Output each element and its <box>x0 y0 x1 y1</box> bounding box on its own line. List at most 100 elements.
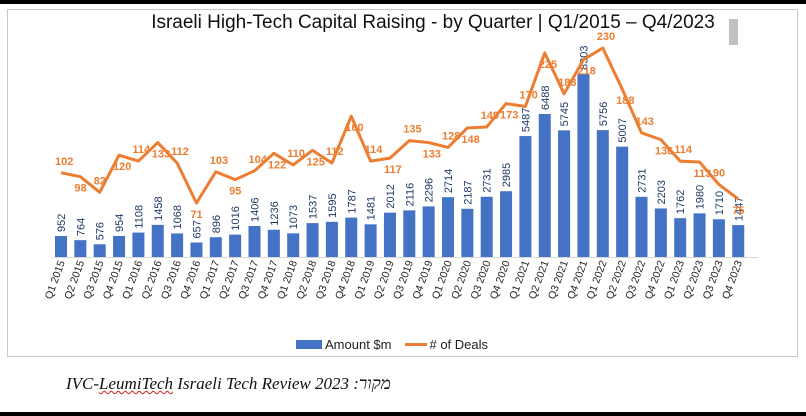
bar-data-label: 6488 <box>540 86 552 110</box>
deals-data-label: 125 <box>307 156 325 168</box>
bar-data-label: 2731 <box>637 168 649 192</box>
bar-amount <box>74 240 87 257</box>
bar-data-label: 657 <box>191 220 203 238</box>
bar-data-label: 1787 <box>346 189 358 213</box>
bar-amount <box>596 130 609 257</box>
bar-data-label: 1762 <box>675 190 687 214</box>
bar-amount <box>55 236 67 257</box>
deals-data-label: 133 <box>152 149 170 161</box>
bar-amount <box>325 221 338 257</box>
bar-amount <box>171 233 184 257</box>
bar-data-label: 1236 <box>269 201 281 225</box>
deals-data-label: 218 <box>577 66 595 78</box>
bar-amount <box>383 212 396 257</box>
deals-data-label: 133 <box>423 149 441 161</box>
deals-data-label: 143 <box>636 116 654 128</box>
bar-amount <box>345 217 358 257</box>
deals-data-label: 112 <box>171 146 189 158</box>
scroll-handle[interactable] <box>729 19 738 45</box>
source-rest: Israeli Tech Review 2023 :מקור <box>173 374 391 393</box>
legend-item-deals: # of Deals <box>405 337 488 352</box>
bar-data-label: 2731 <box>482 168 494 192</box>
deals-data-label: 120 <box>113 161 131 173</box>
bar-amount <box>500 191 513 257</box>
bar-data-label: 2012 <box>385 184 397 208</box>
bar-amount <box>538 114 551 257</box>
deals-data-label: 135 <box>403 124 421 136</box>
bar-amount <box>693 213 706 257</box>
deals-data-label: 104 <box>249 154 268 166</box>
bar-amount <box>577 74 590 257</box>
deals-data-label: 114 <box>132 144 151 156</box>
deals-data-label: 90 <box>713 167 725 179</box>
deals-data-label: 114 <box>365 144 384 156</box>
bar-data-label: 576 <box>95 222 107 240</box>
bar-amount <box>403 210 416 257</box>
bar-data-label: 5756 <box>598 102 610 126</box>
bar-amount <box>132 232 145 257</box>
bar-amount <box>229 234 242 257</box>
source-brand: LeumiTech <box>99 374 174 393</box>
bar-data-label: 2985 <box>501 163 513 187</box>
deals-data-label: 183 <box>558 77 576 89</box>
deals-data-label: 173 <box>500 110 518 122</box>
bar-amount <box>674 218 687 257</box>
bar-amount <box>306 223 319 257</box>
deals-data-label: 148 <box>461 134 479 146</box>
bar-data-label: 954 <box>114 214 126 232</box>
bar-amount <box>93 244 106 257</box>
top-border <box>0 0 806 4</box>
chart-title: Israeli High-Tech Capital Raising - by Q… <box>151 12 715 33</box>
bar-amount <box>209 237 222 257</box>
deals-data-label: 82 <box>94 175 106 187</box>
bar-data-label: 5007 <box>617 118 629 142</box>
bar-amount <box>635 196 648 257</box>
deals-data-label: 110 <box>287 148 305 160</box>
deals-data-label: 114 <box>674 144 693 156</box>
bar-data-label: 1016 <box>230 206 242 230</box>
source-prefix: IVC- <box>66 374 100 393</box>
deals-data-label: 225 <box>539 59 557 71</box>
deals-data-label: 113 <box>694 168 712 180</box>
bar-data-label: 1710 <box>714 191 726 215</box>
legend-swatch-line <box>405 343 428 346</box>
deals-data-label: 112 <box>326 146 344 158</box>
legend-label-deals: # of Deals <box>429 337 489 352</box>
legend: Amount $m # of Deals <box>296 337 502 352</box>
bar-amount <box>287 233 300 257</box>
bar-amount <box>422 206 435 257</box>
deals-data-label: 71 <box>190 209 202 221</box>
bar-data-label: 764 <box>75 218 87 236</box>
deals-data-label: 230 <box>597 31 615 43</box>
bar-data-label: 1068 <box>172 205 184 229</box>
bar-data-label: 5487 <box>520 108 532 132</box>
bar-data-label: 952 <box>56 214 68 232</box>
bar-amount <box>267 229 280 257</box>
source-note: IVC-LeumiTech Israeli Tech Review 2023 :… <box>66 374 391 394</box>
bar-data-label: 2714 <box>443 169 455 193</box>
deals-data-label: 136 <box>655 146 673 158</box>
bar-amount <box>712 219 725 257</box>
chart-frame <box>7 9 798 357</box>
bar-data-label: 1406 <box>250 198 262 222</box>
bar-data-label: 1537 <box>308 195 320 219</box>
bar-data-label: 2203 <box>656 180 668 204</box>
bar-data-label: 1595 <box>327 193 339 217</box>
bar-amount <box>616 146 629 257</box>
bar-amount <box>151 224 164 257</box>
bar-amount <box>732 225 745 257</box>
deals-data-label: 160 <box>345 122 363 134</box>
bar-data-label: 1481 <box>366 196 378 220</box>
bar-amount <box>113 235 126 257</box>
bar-amount <box>519 136 532 257</box>
legend-label-amount: Amount $m <box>325 337 392 352</box>
bar-data-label: 2116 <box>404 183 416 207</box>
bar-data-label: 2296 <box>424 178 436 202</box>
deals-data-label: 188 <box>616 95 634 107</box>
deals-data-label: 102 <box>55 156 73 168</box>
bar-amount <box>558 130 571 257</box>
deals-data-label: 75 <box>732 205 744 217</box>
bar-amount <box>190 242 203 257</box>
deals-data-label: 149 <box>481 110 499 122</box>
bottom-border <box>0 412 806 416</box>
